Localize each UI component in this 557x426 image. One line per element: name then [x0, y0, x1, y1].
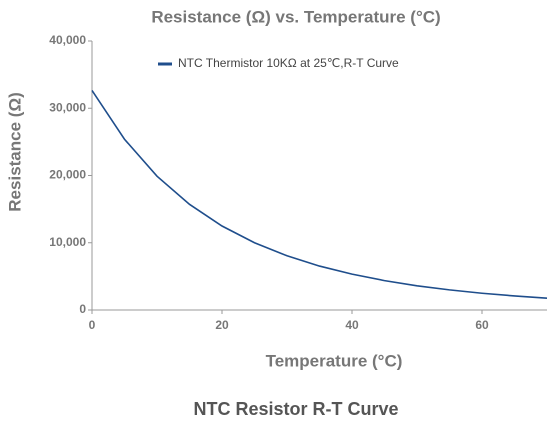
caption: NTC Resistor R-T Curve	[193, 399, 398, 419]
y-axis-title: Resistance (Ω)	[5, 92, 24, 211]
series-line	[91, 89, 548, 299]
y-tick-label: 30,000	[49, 100, 86, 114]
y-tick-label: 20,000	[49, 168, 86, 182]
y-tick-label: 10,000	[49, 235, 86, 249]
chart-title: Resistance (Ω) vs. Temperature (°C)	[151, 7, 440, 26]
x-tick-label: 0	[89, 318, 96, 332]
x-tick-label: 20	[215, 318, 229, 332]
x-axis-title: Temperature (°C)	[266, 351, 403, 370]
x-tick-label: 40	[345, 318, 359, 332]
y-tick-label: 40,000	[49, 33, 86, 47]
legend-label: NTC Thermistor 10KΩ at 25℃,R-T Curve	[178, 56, 399, 70]
y-tick-label: 0	[79, 302, 86, 316]
x-tick-label: 60	[475, 318, 489, 332]
